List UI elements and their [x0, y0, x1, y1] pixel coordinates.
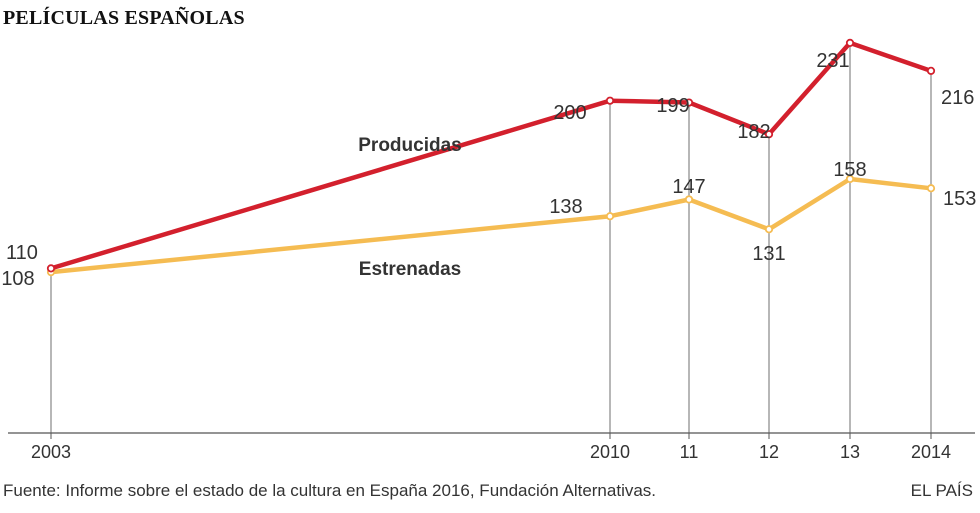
- data-point-estrenadas: [684, 195, 694, 204]
- data-label-estrenadas: 131: [752, 243, 785, 265]
- series-line-producidas: [48, 40, 934, 271]
- data-point-producidas: [764, 130, 774, 139]
- series-name-producidas: Producidas: [358, 135, 461, 156]
- data-point-estrenadas: [605, 212, 615, 221]
- chart-title: PELÍCULAS ESPAÑOLAS: [3, 7, 245, 29]
- data-label-producidas: 182: [737, 121, 770, 143]
- data-label-estrenadas: 153: [943, 188, 976, 210]
- data-label-producidas: 110: [6, 242, 38, 264]
- data-label-producidas: 200: [553, 102, 586, 124]
- x-tick-label: 2010: [590, 442, 630, 462]
- data-label-producidas: 216: [941, 87, 974, 109]
- x-tick-label: 2014: [911, 442, 951, 462]
- data-label-producidas: 199: [656, 95, 689, 117]
- data-point-estrenadas: [764, 225, 774, 234]
- series-name-estrenadas: Estrenadas: [359, 259, 461, 280]
- source-note: Fuente: Informe sobre el estado de la cu…: [3, 481, 657, 500]
- x-tick-label: 11: [680, 442, 699, 462]
- data-label-estrenadas: 158: [833, 159, 866, 181]
- data-point-producidas: [684, 98, 694, 107]
- x-tick-label: 2003: [31, 442, 71, 462]
- data-point-producidas: [926, 66, 936, 75]
- data-point-estrenadas: [926, 184, 936, 193]
- data-label-estrenadas: 147: [672, 176, 705, 198]
- x-tick-label: 12: [759, 442, 779, 462]
- data-point-producidas: [845, 38, 855, 48]
- publisher-logo-text: EL PAÍS: [910, 481, 973, 500]
- data-point-estrenadas: [845, 174, 855, 184]
- data-point-producidas: [46, 264, 56, 273]
- x-tick-label: 13: [840, 442, 860, 462]
- series-line-estrenadas: [48, 176, 934, 275]
- data-label-producidas: 231: [816, 50, 849, 72]
- data-label-estrenadas: 108: [1, 268, 34, 290]
- data-label-estrenadas: 138: [549, 196, 582, 218]
- data-point-producidas: [605, 96, 615, 105]
